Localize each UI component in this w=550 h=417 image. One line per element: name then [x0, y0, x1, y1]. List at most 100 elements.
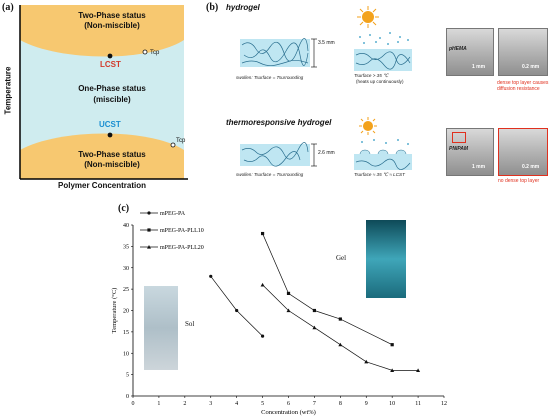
row2-title: thermoresponsive hydrogel: [226, 118, 332, 127]
data-point: [286, 308, 291, 313]
x-tick-label: 7: [313, 401, 316, 407]
x-tick-label: 6: [287, 401, 290, 407]
data-point: [209, 274, 213, 278]
row1-title: hydrogel: [226, 3, 260, 12]
y-tick-label: 35: [123, 244, 129, 250]
x-tick-label: 12: [441, 401, 447, 407]
row2-thickness: 2.6 mm: [318, 150, 335, 156]
row1-thickness: 3.5 mm: [318, 40, 335, 46]
row2-photo-1: [446, 128, 494, 176]
y-axis-title: Temperature: [3, 66, 13, 115]
middle-region-title: One-Phase status: [78, 84, 146, 93]
lcst-label: LCST: [100, 60, 121, 69]
lcst-point: [107, 53, 113, 59]
x-tick-label: 0: [132, 401, 135, 407]
data-point: [312, 308, 317, 313]
x-axis-title: Polymer Concentration: [58, 181, 147, 190]
row2-note: no dense top layer: [498, 178, 540, 184]
row2-photo-2-scale: 0.2 mm: [522, 164, 540, 170]
row1-note: dense top layer causes diffusion resista…: [497, 80, 549, 92]
y-tick-label: 15: [123, 330, 129, 336]
data-point: [312, 325, 317, 330]
data-point: [390, 343, 394, 347]
ucst-point: [107, 132, 113, 138]
data-point: [260, 231, 265, 236]
concentration-temperature-chart: 0 1 2 3 4 5 6 7 8 9 10 11 120510152025303540Concentr…: [111, 211, 447, 416]
x-axis-label: Concentration (wt%): [261, 409, 316, 416]
legend-entry: mPEG-PA-PLL20: [160, 245, 204, 251]
series-line-1: [262, 233, 393, 346]
row1-caption-mid-sub: (heats up continuously): [356, 79, 404, 84]
row2-gel-heated: [354, 117, 412, 170]
row1-gel-swollen: [240, 38, 317, 68]
phase-diagram: [19, 5, 188, 180]
tcp-top-point: [142, 49, 148, 55]
x-tick-label: 2: [183, 401, 186, 407]
row1-photo-1-scale: 1 mm: [472, 64, 486, 70]
y-tick-label: 5: [126, 373, 129, 379]
row1-photo-2: [498, 28, 548, 76]
y-axis-label: Temperature (°C): [111, 288, 118, 334]
data-point: [235, 308, 239, 313]
gel-label: Gel: [336, 254, 347, 262]
y-tick-label: 30: [123, 266, 129, 272]
x-tick-label: 3: [209, 401, 212, 407]
row1-caption-left: swollen: Tsurface = Tsurrounding: [236, 75, 304, 80]
data-point: [260, 334, 265, 338]
x-tick-label: 1: [157, 401, 160, 407]
sun-icon: [357, 6, 379, 28]
top-region-title: Two-Phase status: [78, 11, 146, 20]
data-point: [286, 291, 291, 295]
tcp-bottom-label: Tcp: [176, 138, 186, 144]
row2-photo-1-scale: 1 mm: [472, 164, 486, 170]
data-point: [260, 282, 265, 287]
ucst-region: [20, 133, 184, 179]
x-tick-label: 5: [261, 401, 264, 407]
middle-region-sub: (miscible): [93, 95, 131, 104]
y-tick-label: 20: [123, 309, 129, 315]
row2-zoom-box: [452, 132, 466, 143]
row2-gel-swollen: [240, 142, 317, 167]
tcp-top-label: Tcp: [150, 50, 160, 56]
y-tick-label: 40: [123, 223, 129, 229]
y-tick-label: 25: [123, 287, 129, 293]
legend-entry: mPEG-PA: [160, 211, 186, 217]
row2-photo-1-label: PNIPAM: [449, 146, 469, 152]
bottom-region-sub: (Non-miscible): [84, 160, 140, 169]
ucst-label: UCST: [99, 120, 121, 129]
series-line-0: [210, 276, 263, 337]
sun-icon: [359, 117, 377, 135]
sol-vial-photo: [144, 286, 178, 370]
data-point: [338, 317, 342, 321]
x-tick-label: 8: [339, 401, 342, 407]
y-tick-label: 10: [123, 351, 129, 357]
panel-a-label: (a): [2, 2, 14, 13]
y-tick-label: 0: [126, 394, 129, 400]
row1-caption-mid: Tsurface > 35 ℃: [354, 73, 389, 78]
row1-photo-1-label: pHEMA: [449, 46, 467, 52]
row1-photo-1: [446, 28, 494, 76]
gel-vial-photo: [366, 220, 406, 298]
data-point: [147, 211, 151, 215]
lcst-region: [20, 5, 184, 57]
row2-caption-left: swollen: Tsurface = Tsurrounding: [236, 172, 304, 177]
tcp-bottom-point: [170, 142, 176, 148]
row2-caption-mid: Tsurface ≈ 35 ℃ ≈ LCST: [354, 172, 405, 177]
data-point: [364, 359, 369, 364]
panel-b-label: (b): [206, 2, 219, 13]
row2-photo-2: [498, 128, 548, 176]
data-point: [147, 228, 151, 232]
series-line-2: [262, 284, 419, 371]
data-point: [416, 368, 421, 372]
data-point: [390, 368, 395, 372]
panel-c-label: (c): [118, 203, 130, 214]
bottom-region-title: Two-Phase status: [78, 150, 146, 159]
data-point: [147, 245, 151, 249]
sol-label: Sol: [185, 320, 195, 328]
top-region-sub: (Non-miscible): [84, 21, 140, 30]
data-point: [338, 342, 343, 347]
legend-entry: mPEG-PA-PLL10: [160, 228, 204, 234]
row1-gel-heated: [354, 6, 412, 71]
x-tick-label: 9: [365, 401, 368, 407]
x-tick-label: 11: [415, 401, 421, 407]
